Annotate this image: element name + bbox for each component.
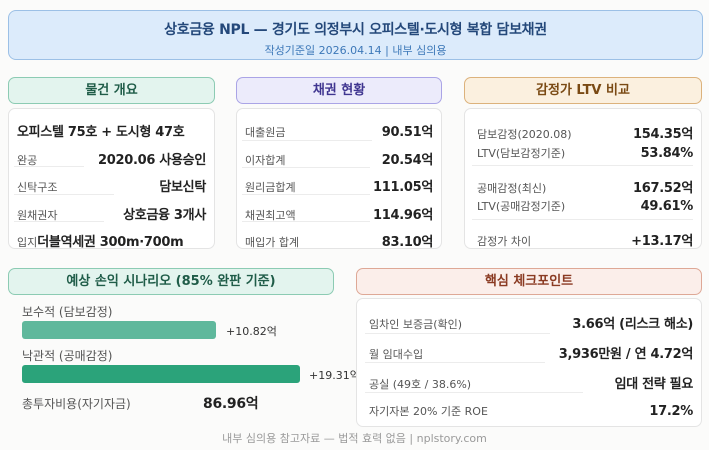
property-value: 2020.06 사용승인: [98, 153, 206, 168]
property-value: 담보신탁: [159, 180, 206, 195]
scenario-conservative-value: +10.82억: [226, 325, 277, 338]
ltv-value: 53.84%: [640, 146, 694, 161]
checkpoint-value: 임대 전략 필요: [614, 377, 694, 392]
ltv-card: 담보감정(2020.08) 154.35억 LTV(담보감정기준) 53.84% 공…: [464, 108, 702, 249]
bond-value: 20.54억: [381, 153, 434, 168]
scenario-section-header: 예상 손익 시나리오 (85% 완판 기준): [8, 268, 334, 295]
ltv-label: LTV(공매감정기준): [477, 200, 566, 213]
bond-value: 90.51억: [381, 125, 434, 140]
checkpoint-section-header: 핵심 체크포인트: [356, 268, 702, 295]
property-label: 신탁구조: [17, 181, 58, 194]
footer-disclaimer: 내부 심의용 참고자료 — 법적 효력 없음 | nplstory.com: [222, 432, 487, 445]
ltv-label: 감정가 차이: [477, 235, 532, 248]
property-value: 상호금융 3개사: [123, 208, 206, 223]
bond-value: 83.10억: [381, 235, 434, 250]
ltv-value: 154.35억: [632, 127, 693, 142]
report-header: 상호금융 NPL — 경기도 의정부시 오피스텔·도시형 복합 담보채권 작성기…: [8, 10, 703, 60]
scenario-optimistic-value: +19.31억: [309, 369, 360, 382]
property-card: 오피스텔 75호 + 도시형 47호 완공 2020.06 사용승인 신탁구조 담보…: [8, 108, 215, 250]
property-value: 더블역세권 300m·700m: [37, 235, 184, 250]
checkpoint-value: 3.66억 (리스크 해소): [572, 317, 693, 332]
scenario-conservative-bar: [22, 321, 216, 339]
ltv-value: 49.61%: [640, 199, 694, 214]
property-section-header: 물건 개요: [8, 77, 215, 104]
checkpoint-value: 3,936만원 / 연 4.72억: [558, 347, 694, 362]
bond-label: 대출원금: [245, 126, 286, 139]
bond-card: 대출원금 90.51억 이자합계 20.54억 원리금합계 111.05억 채권최고액…: [236, 108, 442, 250]
property-label: 완공: [17, 154, 38, 167]
total-investment-label: 총투자비용(자기자금): [22, 397, 131, 411]
scenario-optimistic-label: 낙관적 (공매감정): [22, 349, 113, 363]
bond-label: 이자합계: [245, 154, 286, 167]
report-title: 상호금융 NPL — 경기도 의정부시 오피스텔·도시형 복합 담보채권: [164, 22, 547, 38]
checkpoint-label: 자기자본 20% 기준 ROE: [369, 405, 488, 418]
checkpoint-card: 임차인 보증금(확인) 3.66억 (리스크 해소) 월 임대수입 3,936만원 …: [356, 298, 702, 427]
bond-label: 채권최고액: [245, 209, 296, 222]
bond-value: 114.96억: [372, 208, 433, 223]
checkpoint-label: 임차인 보증금(확인): [369, 318, 463, 331]
bond-label: 원리금합계: [245, 181, 296, 194]
report-subtitle: 작성기준일 2026.04.14 | 내부 심의용: [264, 44, 447, 57]
ltv-label: 공매감정(최신): [477, 182, 547, 195]
checkpoint-label: 월 임대수입: [369, 348, 424, 361]
ltv-value: 167.52억: [632, 181, 693, 196]
ltv-section-header: 감정가 LTV 비교: [464, 77, 702, 104]
ltv-value: +13.17억: [631, 234, 693, 249]
scenario-optimistic-bar: [22, 365, 300, 383]
checkpoint-value: 17.2%: [649, 404, 693, 419]
ltv-label: LTV(담보감정기준): [477, 147, 566, 160]
bond-value: 111.05억: [372, 180, 433, 195]
checkpoint-label: 공실 (49호 / 38.6%): [369, 378, 472, 391]
bond-label: 매입가 합계: [245, 236, 300, 249]
property-label: 입지: [17, 236, 38, 249]
ltv-label: 담보감정(2020.08): [477, 128, 572, 141]
bond-section-header: 채권 현황: [236, 77, 442, 104]
total-investment-value: 86.96억: [203, 396, 259, 412]
scenario-conservative-label: 보수적 (담보감정): [22, 305, 113, 319]
property-headline: 오피스텔 75호 + 도시형 47호: [17, 125, 185, 140]
property-label: 원채권자: [17, 209, 58, 222]
